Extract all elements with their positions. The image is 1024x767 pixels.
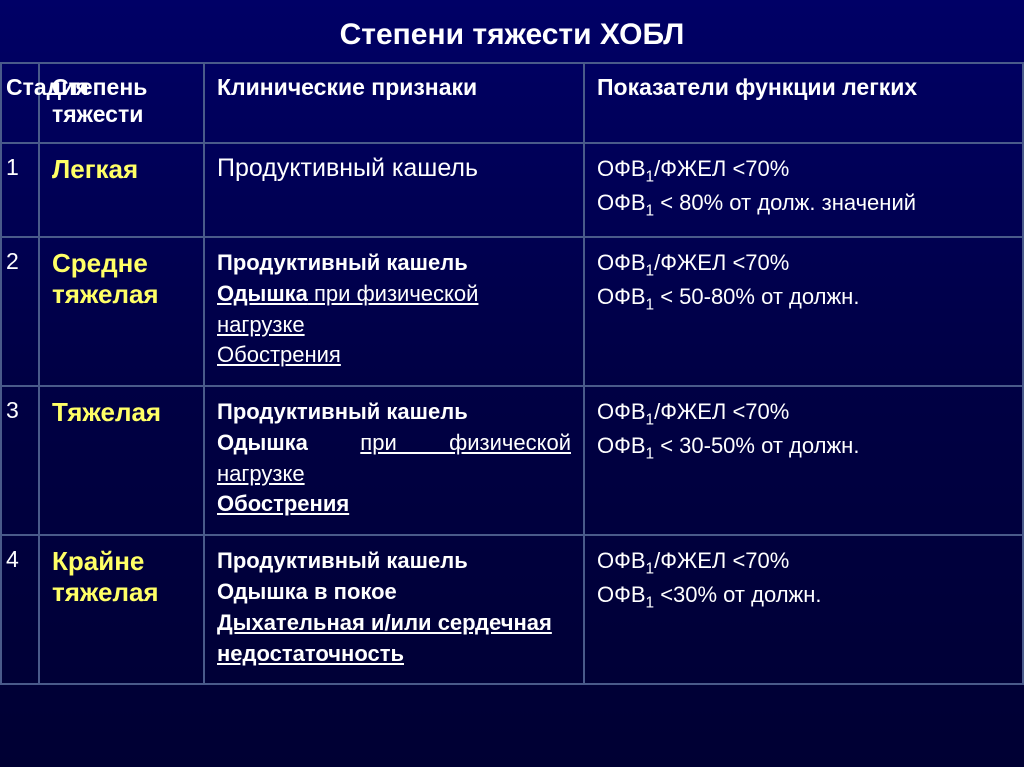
hdr-clinical: Клинические признаки — [204, 63, 584, 143]
func-line: ОФВ1 < 30-50% от должн. — [597, 431, 1010, 465]
stage-num: 2 — [1, 237, 39, 386]
func-line: ОФВ1/ФЖЕЛ <70% — [597, 546, 1010, 580]
table-row: 3 Тяжелая Продуктивный кашель Одышка при… — [1, 386, 1023, 535]
func-line: ОФВ1 < 50-80% от должн. — [597, 282, 1010, 316]
function-cell: ОФВ1/ФЖЕЛ <70% ОФВ1 <30% от должн. — [584, 535, 1023, 684]
clin-line: Одышка в покое — [217, 577, 571, 608]
header-row: Стадия Степень тяжести Клинические призн… — [1, 63, 1023, 143]
hdr-clinical-word2: признаки — [371, 74, 477, 100]
clinical-cell: Продуктивный кашель — [204, 143, 584, 237]
clin-line: Продуктивный кашель — [217, 546, 571, 577]
clin-line: Обострения — [217, 489, 571, 520]
clin-line: Одышка при физической нагрузке — [217, 279, 571, 341]
clin-line: Продуктивный кашель — [217, 248, 571, 279]
function-cell: ОФВ1/ФЖЕЛ <70% ОФВ1 < 80% от долж. значе… — [584, 143, 1023, 237]
func-line: ОФВ1/ФЖЕЛ <70% — [597, 397, 1010, 431]
clin-line: Продуктивный кашель — [217, 397, 571, 428]
func-line: ОФВ1/ФЖЕЛ <70% — [597, 248, 1010, 282]
severity-label: Крайне тяжелая — [39, 535, 204, 684]
severity-label: Средне тяжелая — [39, 237, 204, 386]
clin-line: Дыхательная и/или сердечная недостаточно… — [217, 608, 571, 670]
clin-line: Одышка при физической нагрузке — [217, 428, 571, 490]
hdr-severity: Степень тяжести — [39, 63, 204, 143]
stage-num: 1 — [1, 143, 39, 237]
clinical-cell: Продуктивный кашель Одышка в покое Дыхат… — [204, 535, 584, 684]
severity-table: Стадия Степень тяжести Клинические призн… — [0, 62, 1024, 685]
function-cell: ОФВ1/ФЖЕЛ <70% ОФВ1 < 50-80% от должн. — [584, 237, 1023, 386]
stage-num: 3 — [1, 386, 39, 535]
func-line: ОФВ1 < 80% от долж. значений — [597, 188, 1010, 222]
clin-line: Обострения — [217, 340, 571, 371]
clinical-cell: Продуктивный кашель Одышка при физическо… — [204, 237, 584, 386]
table-row: 2 Средне тяжелая Продуктивный кашель Оды… — [1, 237, 1023, 386]
stage-num: 4 — [1, 535, 39, 684]
clinical-cell: Продуктивный кашель Одышка при физическо… — [204, 386, 584, 535]
table-row: 1 Легкая Продуктивный кашель ОФВ1/ФЖЕЛ <… — [1, 143, 1023, 237]
severity-label: Легкая — [39, 143, 204, 237]
hdr-clinical-word1: Клинические — [217, 74, 365, 100]
function-cell: ОФВ1/ФЖЕЛ <70% ОФВ1 < 30-50% от должн. — [584, 386, 1023, 535]
func-line: ОФВ1 <30% от должн. — [597, 580, 1010, 614]
hdr-function: Показатели функции легких — [584, 63, 1023, 143]
table-row: 4 Крайне тяжелая Продуктивный кашель Оды… — [1, 535, 1023, 684]
severity-label: Тяжелая — [39, 386, 204, 535]
slide-title: Степени тяжести ХОБЛ — [0, 0, 1024, 62]
hdr-stage: Стадия — [1, 63, 39, 143]
func-line: ОФВ1/ФЖЕЛ <70% — [597, 154, 1010, 188]
